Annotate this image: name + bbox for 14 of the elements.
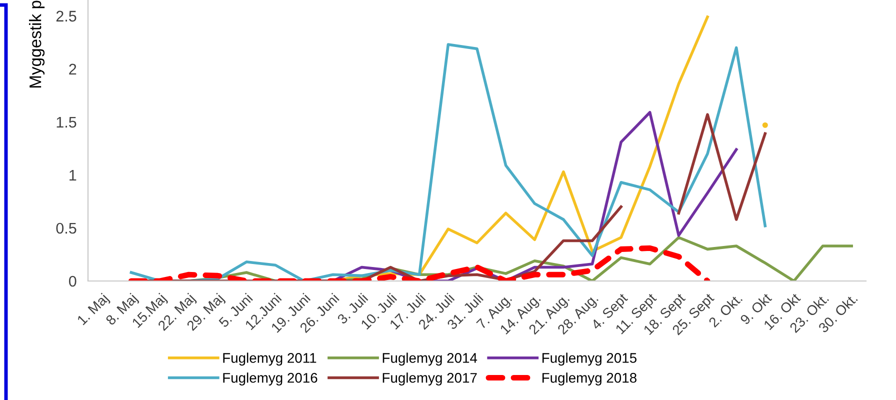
legend-label: Fuglemyg 2016 — [223, 372, 318, 386]
y-tick-label: 0 — [68, 276, 76, 287]
y-axis-title: Myggestik p — [29, 0, 45, 88]
y-tick-label: 1.5 — [56, 116, 76, 128]
line-series — [130, 43, 767, 281]
legend-label: Fuglemyg 2015 — [542, 352, 636, 366]
y-tick-label: 2.5 — [56, 10, 76, 22]
y-tick-label: 1 — [70, 170, 76, 180]
y-tick-label: 2 — [69, 64, 76, 74]
legend-label: Fuglemyg 2014 — [382, 352, 478, 366]
legend-label: Fuglemyg 2017 — [382, 372, 477, 386]
y-tick-label: 0.5 — [56, 222, 76, 234]
legend-label: Fuglemyg 2011 — [223, 352, 316, 366]
legend-label: Fuglemyg 2018 — [542, 372, 636, 386]
